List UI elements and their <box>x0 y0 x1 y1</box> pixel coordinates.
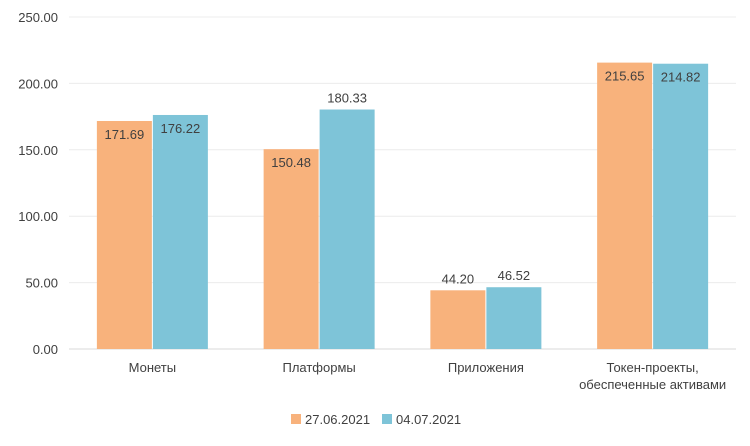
bar-1-4 <box>597 62 653 350</box>
data-labels: 171.69 176.22 150.48 180.33 44.20 46.52 215.65… <box>104 69 700 287</box>
data-label: 171.69 <box>104 127 144 142</box>
y-tick-label: 100.00 <box>18 209 58 224</box>
data-label: 150.48 <box>271 155 311 170</box>
y-tick-label: 250.00 <box>18 10 58 25</box>
x-category-label: Токен-проекты, обеспеченные активами <box>579 360 726 392</box>
y-tick-label: 0.00 <box>33 342 58 357</box>
legend: 27.06.2021 04.07.2021 <box>291 412 461 427</box>
bar-2-4 <box>653 63 709 349</box>
x-category-label: Платформы <box>282 360 355 375</box>
bar-2-1 <box>152 114 208 349</box>
x-category-label: Приложения <box>448 360 524 375</box>
bar-1-1 <box>96 120 152 349</box>
y-axis-ticks: 0.00 50.00 100.00 150.00 200.00 250.00 <box>18 10 58 357</box>
x-category-label: Монеты <box>129 360 176 375</box>
data-label: 180.33 <box>327 91 367 106</box>
y-tick-label: 50.00 <box>25 276 58 291</box>
data-label: 176.22 <box>160 121 200 136</box>
legend-label-2: 04.07.2021 <box>396 412 461 427</box>
legend-label-1: 27.06.2021 <box>305 412 370 427</box>
legend-swatch-1 <box>291 414 301 424</box>
y-tick-label: 200.00 <box>18 76 58 91</box>
y-tick-label: 150.00 <box>18 143 58 158</box>
bar-1-2 <box>263 149 319 349</box>
bar-1-3 <box>430 290 486 349</box>
data-label: 215.65 <box>605 69 645 84</box>
bar-2-3 <box>486 287 542 349</box>
data-label: 214.82 <box>661 70 701 85</box>
bars <box>96 62 709 350</box>
data-label: 44.20 <box>442 271 475 286</box>
x-axis-categories: Монеты Платформы Приложения Токен-проекты, о… <box>129 360 727 392</box>
data-label: 46.52 <box>498 268 531 283</box>
bar-2-2 <box>319 109 375 349</box>
legend-swatch-2 <box>382 414 392 424</box>
